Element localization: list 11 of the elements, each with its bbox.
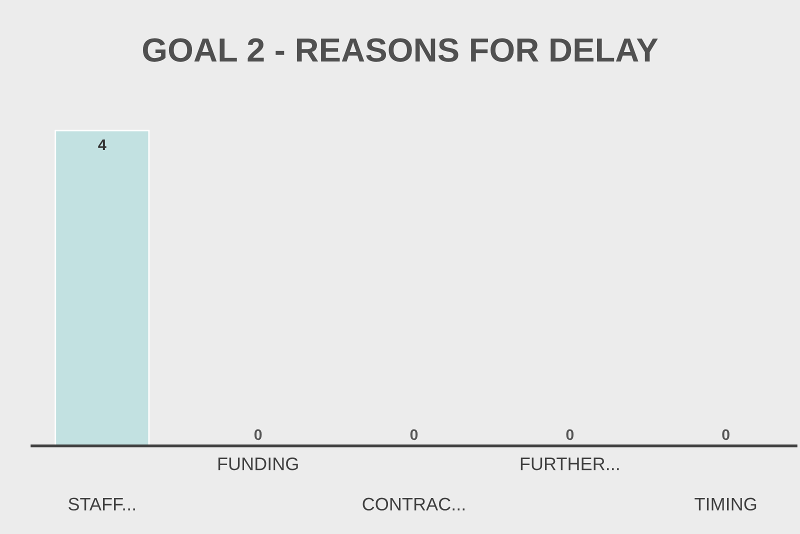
data-label: 0	[722, 429, 730, 440]
data-label: 0	[254, 429, 262, 440]
x-tick-label: TIMING	[694, 498, 756, 511]
x-tick-label: FURTHER...	[520, 458, 619, 470]
data-label: 0	[410, 429, 418, 440]
x-tick-label: FUNDING	[218, 457, 298, 470]
chart-title: GOAL 2 - REASONS FOR DELAY	[142, 38, 658, 62]
x-tick-label: STAFF...	[68, 498, 135, 511]
data-label: 4	[98, 139, 106, 150]
x-tick-label: CONTRAC...	[362, 498, 465, 511]
data-label: 0	[566, 429, 574, 440]
